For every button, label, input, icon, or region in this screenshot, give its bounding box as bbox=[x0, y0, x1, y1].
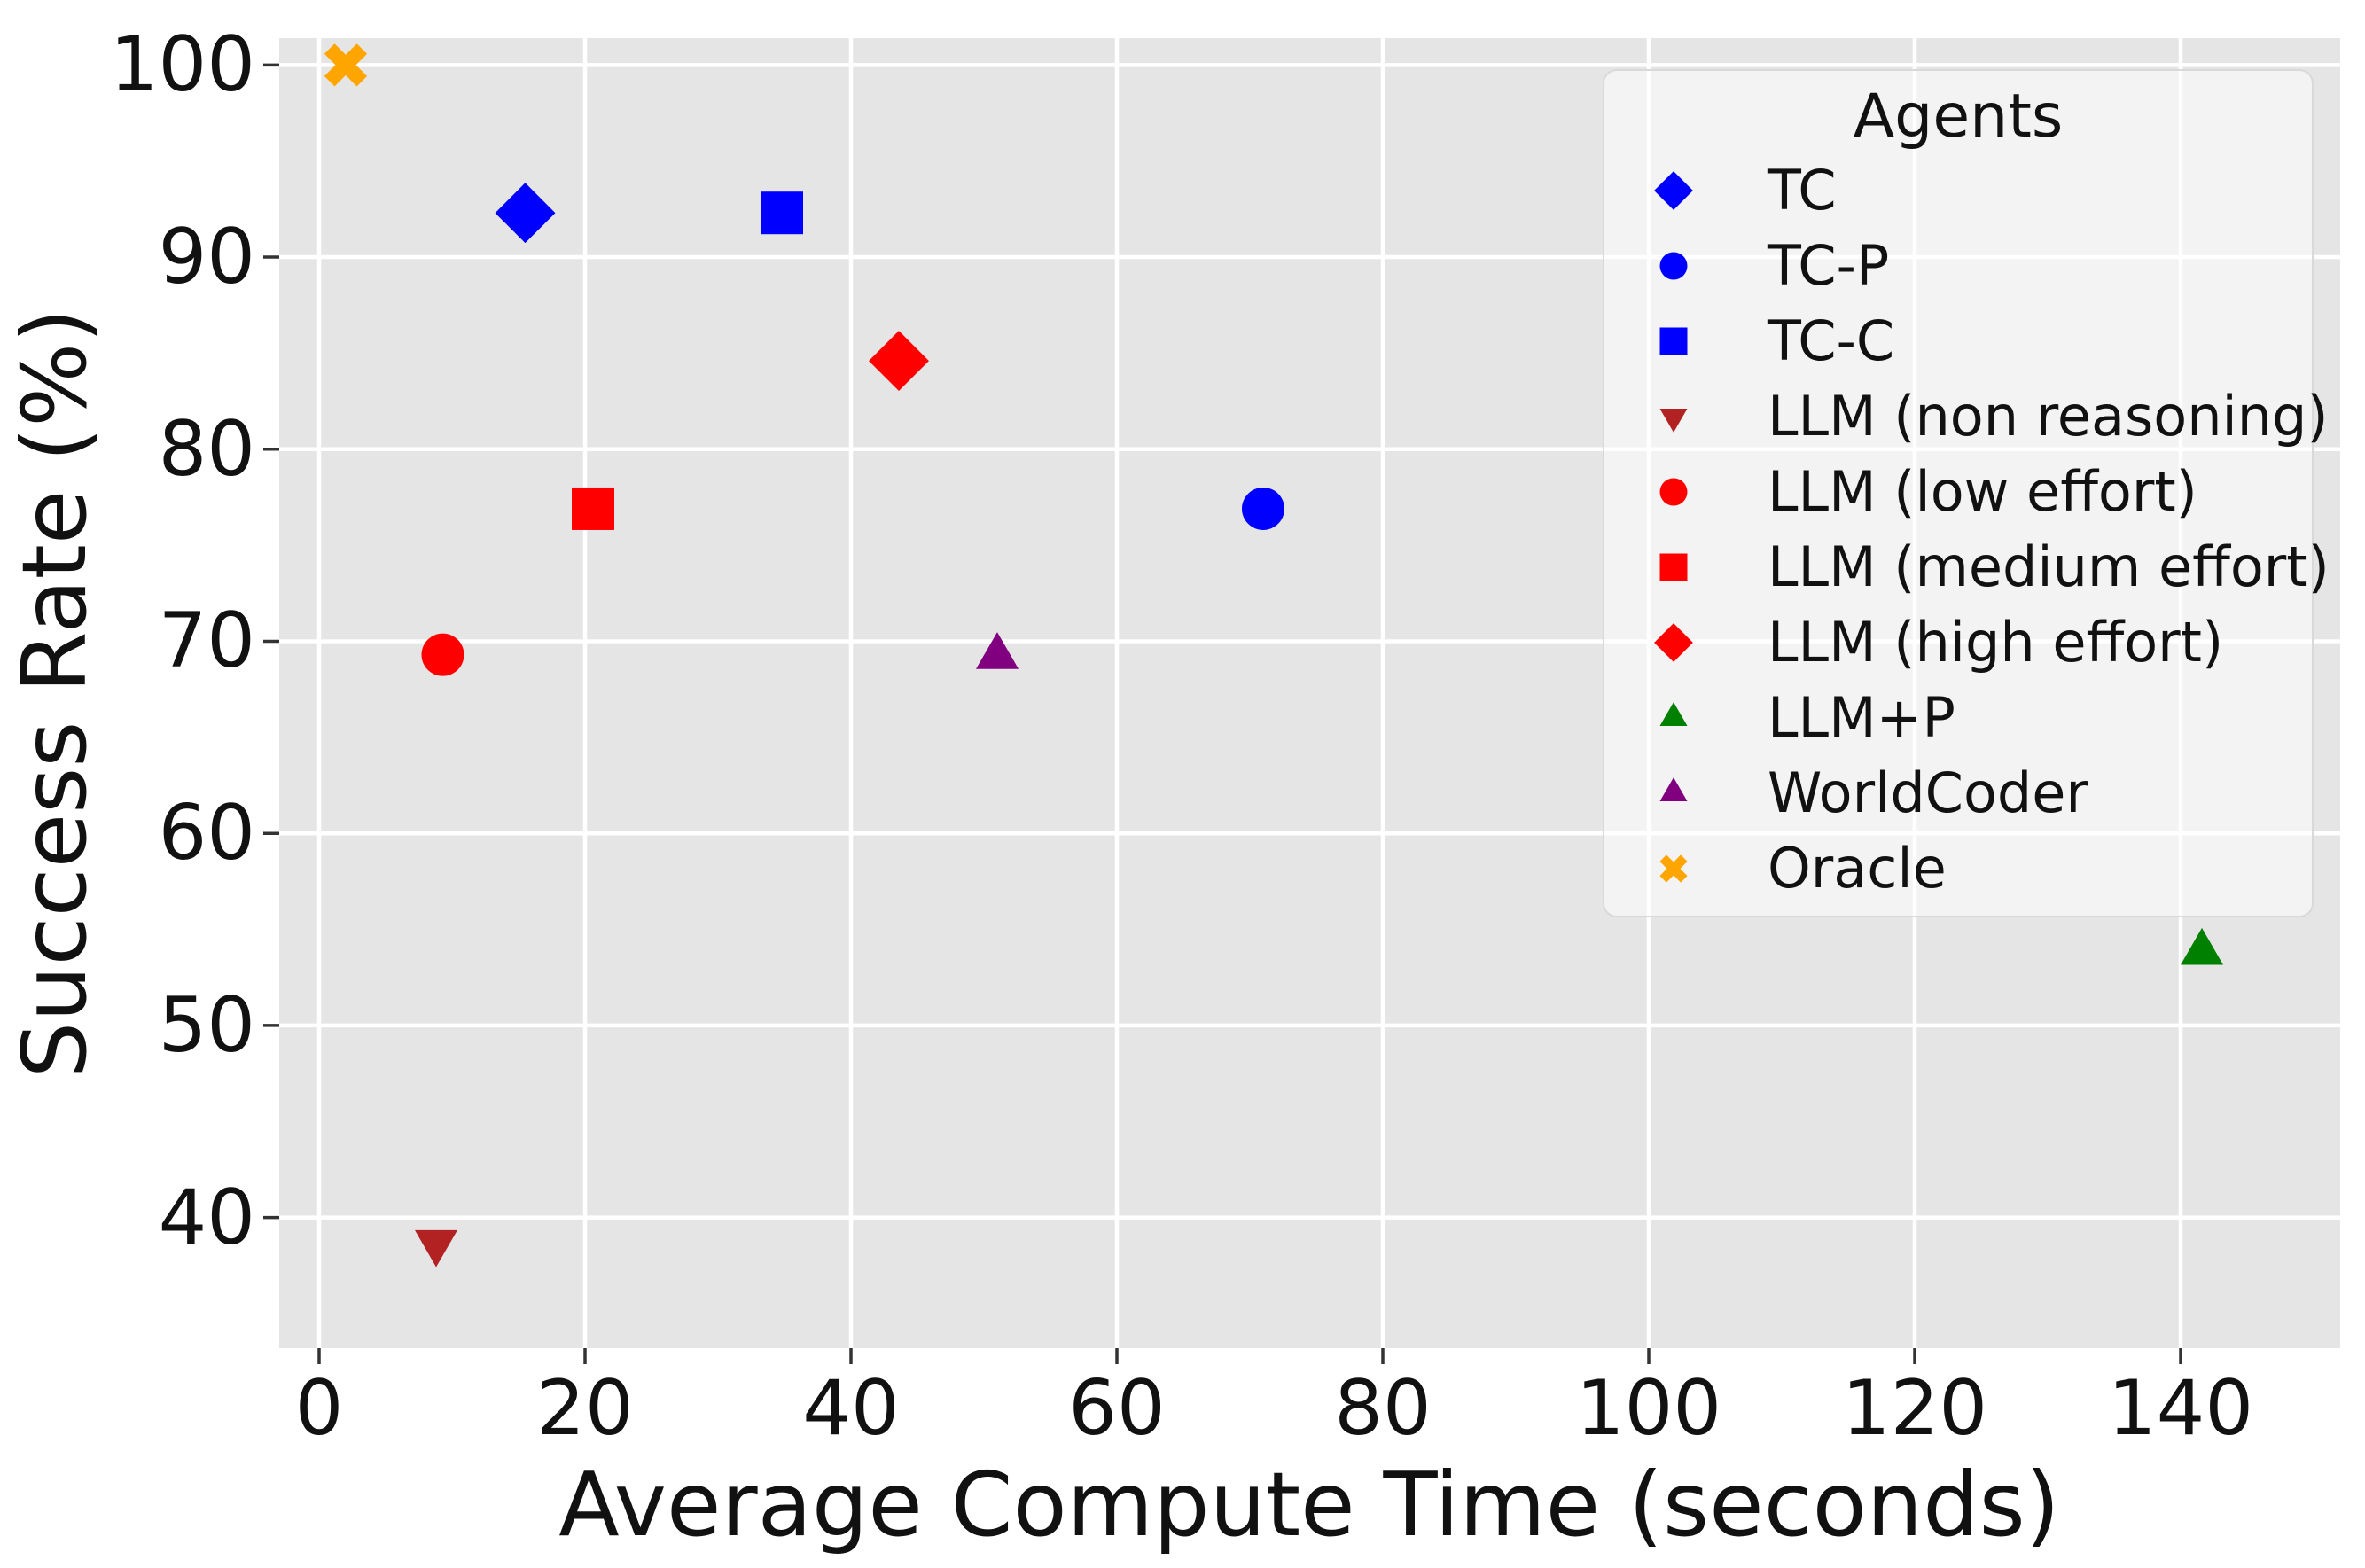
square-marker-icon bbox=[761, 191, 803, 235]
diamond-marker-icon bbox=[495, 183, 556, 244]
legend-marker-box bbox=[1654, 680, 1693, 755]
legend-item: LLM (non reasoning) bbox=[1604, 378, 2329, 454]
triangle-up-marker-icon bbox=[1659, 776, 1688, 801]
x-tick-label: 60 bbox=[1068, 1364, 1166, 1453]
y-tick-label: 100 bbox=[109, 20, 255, 110]
y-tick-label: 50 bbox=[158, 980, 255, 1070]
legend-item-label: TC-C bbox=[1768, 308, 1895, 373]
legend-title: Agents bbox=[1853, 82, 2064, 152]
y-tick-label: 40 bbox=[158, 1173, 255, 1262]
x-filled-marker-icon bbox=[324, 43, 368, 87]
legend-marker-box bbox=[1654, 378, 1693, 454]
legend-marker-box bbox=[1654, 529, 1693, 605]
x-tick-label: 0 bbox=[294, 1364, 344, 1453]
y-tick-label: 70 bbox=[158, 597, 255, 686]
scatter-point bbox=[2181, 927, 2223, 965]
legend-marker-box bbox=[1654, 755, 1693, 831]
scatter-point bbox=[415, 1229, 457, 1268]
x-tick-label: 100 bbox=[1575, 1364, 1722, 1453]
scatter-point bbox=[761, 191, 803, 235]
legend-marker-box bbox=[1654, 228, 1693, 303]
square-marker-icon bbox=[572, 487, 614, 530]
x-tick-label: 80 bbox=[1334, 1364, 1432, 1453]
scatter-point bbox=[572, 487, 614, 530]
legend-item-label: LLM (non reasoning) bbox=[1768, 383, 2329, 449]
scatter-point bbox=[495, 183, 556, 244]
square-marker-icon bbox=[1659, 327, 1688, 355]
x-tick-label: 120 bbox=[1841, 1364, 1988, 1453]
scatter-point bbox=[976, 632, 1019, 669]
legend-item: TC-P bbox=[1604, 228, 2312, 303]
x-tick-label: 20 bbox=[536, 1364, 634, 1453]
legend-marker-box bbox=[1654, 303, 1693, 378]
x-tick-label: 40 bbox=[802, 1364, 900, 1453]
triangle-up-marker-icon bbox=[1659, 701, 1688, 726]
legend-item-list: TC TC-P TC-C LLM (non reasoning) LLM (low ef… bbox=[1604, 152, 2330, 906]
legend-item-label: TC-P bbox=[1768, 232, 1890, 298]
y-tick-label: 90 bbox=[158, 213, 255, 302]
x-axis-label: Average Compute Time (seconds) bbox=[558, 1453, 2060, 1556]
legend-item-label: LLM (high effort) bbox=[1768, 609, 2224, 675]
diamond-marker-icon bbox=[1654, 170, 1693, 210]
y-tick-label: 80 bbox=[158, 404, 255, 494]
legend-marker-box bbox=[1654, 605, 1693, 680]
legend-item: LLM (medium effort) bbox=[1604, 529, 2330, 605]
y-axis-label: Success Rate (%) bbox=[3, 308, 106, 1079]
triangle-up-marker-icon bbox=[2181, 927, 2223, 965]
legend-item: TC-C bbox=[1604, 303, 2312, 378]
x-filled-marker-icon bbox=[1659, 854, 1688, 883]
x-tick-label: 140 bbox=[2107, 1364, 2254, 1453]
legend-marker-box bbox=[1654, 454, 1693, 529]
triangle-down-marker-icon bbox=[415, 1229, 457, 1268]
legend-marker-box bbox=[1654, 831, 1693, 906]
legend-item-label: WorldCoder bbox=[1768, 760, 2088, 825]
diamond-marker-icon bbox=[1654, 622, 1693, 662]
legend-item-label: LLM (low effort) bbox=[1768, 458, 2197, 524]
legend-item-label: LLM+P bbox=[1768, 684, 1955, 750]
circle-marker-icon bbox=[1659, 252, 1688, 279]
legend-marker-box bbox=[1654, 152, 1693, 228]
triangle-down-marker-icon bbox=[1659, 408, 1688, 433]
triangle-up-marker-icon bbox=[976, 632, 1019, 669]
scatter-point bbox=[421, 633, 464, 676]
legend-item: LLM+P bbox=[1604, 680, 2312, 755]
legend-item: LLM (low effort) bbox=[1604, 454, 2312, 529]
y-tick-label: 60 bbox=[158, 789, 255, 878]
scatter-point bbox=[324, 43, 368, 87]
square-marker-icon bbox=[1659, 553, 1688, 581]
legend-item-label: TC bbox=[1768, 157, 1837, 222]
diamond-marker-icon bbox=[869, 331, 929, 392]
legend-item: WorldCoder bbox=[1604, 755, 2312, 831]
circle-marker-icon bbox=[1242, 487, 1284, 530]
scatter-point bbox=[1242, 487, 1284, 530]
legend-item: TC bbox=[1604, 152, 2312, 228]
circle-marker-icon bbox=[421, 633, 464, 676]
scatter-point bbox=[869, 331, 929, 392]
circle-marker-icon bbox=[1659, 478, 1688, 505]
legend: Agents TC TC-P TC-C LLM (non reasoning) LLM … bbox=[1603, 69, 2330, 917]
legend-item: LLM (high effort) bbox=[1604, 605, 2312, 680]
legend-item: Oracle bbox=[1604, 831, 2312, 906]
legend-item-label: LLM (medium effort) bbox=[1768, 534, 2330, 599]
legend-item-label: Oracle bbox=[1768, 835, 1947, 901]
